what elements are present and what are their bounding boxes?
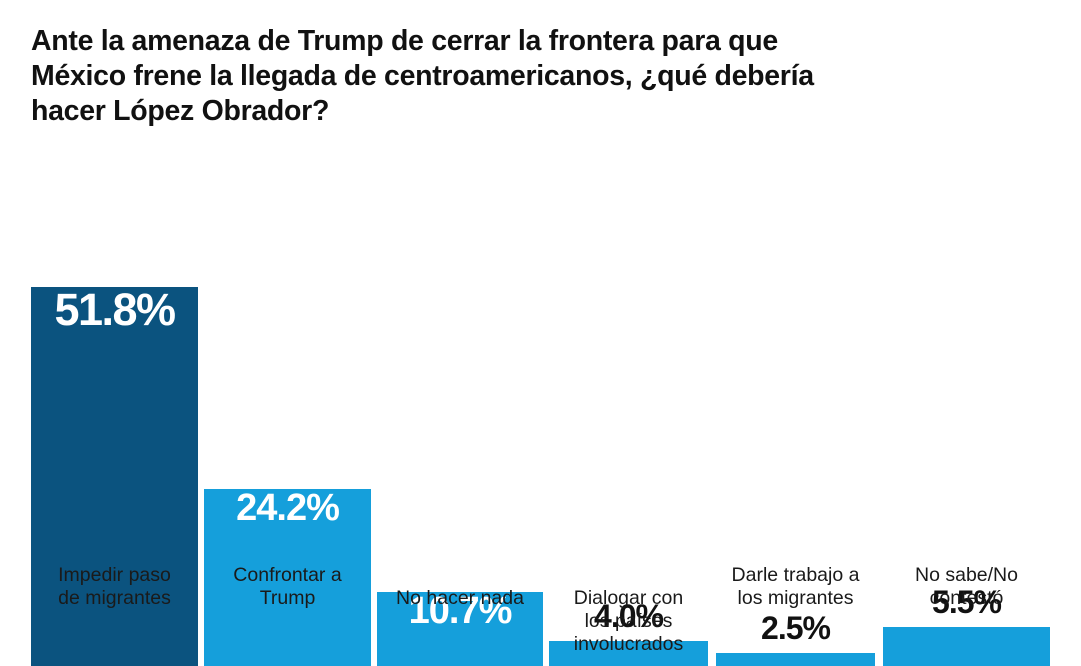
bar-category-label: Dialogar con los países involucrados xyxy=(573,587,684,655)
bar-group-no-hacer-nada: 10.7% No hacer nada xyxy=(377,484,543,666)
bar-rect[interactable] xyxy=(31,287,198,666)
bar-group-darle-trabajo: 2.5% Darle trabajo a los migrantes xyxy=(716,486,875,666)
bar-rect[interactable] xyxy=(716,653,875,666)
bar-value-label: 2.5% xyxy=(761,610,831,646)
bar-value-label: 51.8% xyxy=(54,284,176,335)
bar-value-label: 24.2% xyxy=(236,487,340,529)
bar-group-no-sabe-no-contesto: 5.5% No sabe/No contestó xyxy=(883,486,1050,666)
bar-value-label: 5.5% xyxy=(932,584,1002,620)
bar-value-label: 10.7% xyxy=(408,590,513,632)
bar-category-label: No sabe/No contestó xyxy=(915,564,1018,609)
bar-rect[interactable] xyxy=(883,627,1050,666)
bar-group-impedir-paso: 51.8% Impedir paso de migrantes xyxy=(31,179,198,666)
chart-title: Ante la amenaza de Trump de cerrar la fr… xyxy=(31,25,814,127)
bar-group-confrontar-trump: 24.2% Confrontar a Trump xyxy=(204,381,371,666)
bar-category-label: Impedir paso de migrantes xyxy=(58,564,171,609)
bar-rect[interactable] xyxy=(204,489,371,666)
bar-group-dialogar-paises: 4.0% Dialogar con los países involucrado… xyxy=(549,486,708,666)
bar-category-label: No hacer nada xyxy=(396,587,524,609)
bar-value-label: 4.0% xyxy=(594,598,664,634)
bar-rect[interactable] xyxy=(549,641,708,666)
bar-category-label: Confrontar a Trump xyxy=(233,564,342,609)
bar-category-label: Darle trabajo a los migrantes xyxy=(731,564,860,609)
bar-rect[interactable] xyxy=(377,592,543,666)
